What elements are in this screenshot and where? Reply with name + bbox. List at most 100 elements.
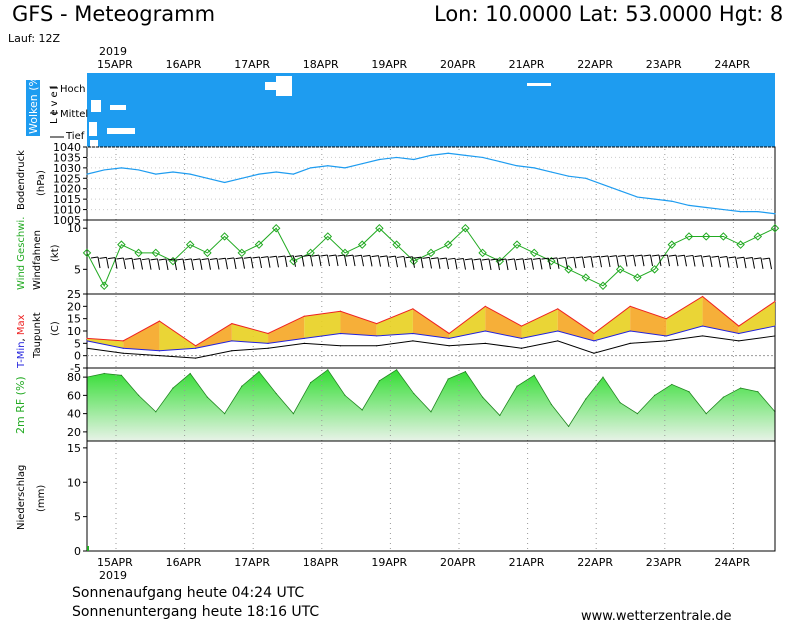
cloud-level-label: Mittel bbox=[60, 109, 88, 120]
tmax-point bbox=[557, 308, 559, 310]
temperature-range-fill bbox=[376, 308, 413, 336]
tmax-point bbox=[738, 325, 740, 327]
rh-point bbox=[688, 391, 690, 393]
rh-point bbox=[189, 372, 191, 375]
precip-axis-tick-label: 10 bbox=[67, 476, 81, 489]
wind-speed-point bbox=[598, 281, 608, 291]
wind-barb bbox=[243, 256, 252, 259]
pressure-point bbox=[155, 173, 157, 175]
cloud-level-label: Tief bbox=[65, 131, 85, 142]
wind-barb bbox=[743, 257, 747, 269]
temperature-range-fill bbox=[666, 296, 703, 336]
wind-barb bbox=[259, 256, 262, 269]
wind-barb bbox=[685, 254, 694, 257]
wind-speed-point bbox=[185, 240, 195, 249]
precip-axis-tick-label: 0 bbox=[74, 545, 81, 558]
date-label-top: 17APR bbox=[234, 58, 270, 71]
dewpoint-point bbox=[629, 342, 631, 344]
wind-barb bbox=[515, 258, 524, 261]
wind-barb bbox=[592, 255, 600, 258]
date-label-top: 18APR bbox=[303, 58, 339, 71]
wind-barb bbox=[590, 256, 594, 268]
wind-speed-point bbox=[512, 240, 522, 249]
tmax-point bbox=[303, 315, 305, 317]
wind-barb bbox=[624, 255, 628, 267]
tmax-point bbox=[231, 323, 233, 325]
cloud-panel-bg bbox=[87, 73, 775, 147]
date-label-bottom: 16APR bbox=[166, 556, 202, 569]
wind-barb bbox=[167, 258, 175, 261]
rh-point bbox=[155, 411, 157, 413]
rh-point bbox=[516, 385, 518, 387]
temperature-axis-tick-label: -5 bbox=[70, 362, 81, 375]
wind-barb bbox=[354, 254, 362, 257]
pressure-point bbox=[206, 177, 208, 179]
wind-barb bbox=[617, 254, 626, 257]
rh-point bbox=[722, 396, 725, 398]
pressure-point bbox=[138, 169, 140, 171]
wind-barb bbox=[753, 257, 762, 260]
wind-barb bbox=[175, 258, 184, 261]
wind-barb bbox=[337, 254, 345, 257]
wind-barb bbox=[549, 257, 558, 260]
wind-barb bbox=[233, 257, 237, 270]
pressure-point bbox=[568, 175, 570, 177]
pressure-point bbox=[636, 196, 639, 198]
temperature-range-fill bbox=[231, 323, 269, 344]
wind-barb bbox=[616, 255, 619, 267]
wind-barb bbox=[260, 256, 269, 259]
wind-barb bbox=[684, 255, 687, 267]
cloud-cover-block bbox=[90, 140, 98, 147]
tmax-point bbox=[339, 310, 342, 312]
date-label-bottom: 22APR bbox=[577, 556, 613, 569]
tmin-point bbox=[376, 335, 378, 337]
tmin-point bbox=[629, 330, 631, 332]
wind-speed-point bbox=[736, 240, 745, 249]
wind-speed-point bbox=[271, 223, 281, 233]
rh-point bbox=[602, 376, 604, 378]
wind-speed-point bbox=[581, 273, 591, 282]
wind-barb bbox=[310, 255, 313, 267]
wind-barb bbox=[106, 257, 109, 269]
dewpoint-point bbox=[122, 352, 124, 354]
pressure-point bbox=[172, 171, 174, 173]
sunset-text: Sonnenuntergang heute 18:16 UTC bbox=[72, 604, 320, 620]
dewpoint-point bbox=[448, 345, 450, 347]
dewpoint-point bbox=[738, 340, 740, 342]
cloud-title-bg bbox=[26, 80, 40, 136]
wind-barb bbox=[430, 257, 439, 260]
temperature-axis-tick-label: 15 bbox=[67, 313, 81, 326]
wind-barb bbox=[133, 257, 141, 260]
wind-barb bbox=[116, 257, 124, 260]
date-label-bottom: 15APR bbox=[97, 556, 133, 569]
tmin-point bbox=[231, 340, 233, 342]
wind-barb bbox=[226, 257, 235, 260]
wind-barb bbox=[157, 258, 160, 270]
wind-barb bbox=[114, 257, 118, 269]
wind-barb bbox=[439, 257, 447, 260]
tmin-point bbox=[593, 340, 595, 342]
tmin-point bbox=[448, 337, 450, 339]
tmin-point bbox=[339, 332, 342, 335]
pressure-point bbox=[310, 167, 312, 169]
wind-barb bbox=[573, 257, 577, 269]
date-label-bottom: 17APR bbox=[234, 556, 270, 569]
page-title: GFS - Meteogramm bbox=[12, 2, 216, 26]
precip-axis-unit: (mm) bbox=[36, 485, 47, 512]
wind-barb bbox=[558, 257, 566, 260]
cloud-cover-block bbox=[276, 76, 292, 96]
temperature-axis-tick-label: 10 bbox=[67, 325, 81, 338]
wind-barb bbox=[199, 258, 203, 270]
temperature-range-fill bbox=[304, 311, 341, 339]
wind-barb bbox=[379, 255, 388, 258]
precip-trace-marker bbox=[87, 546, 89, 551]
wind-barb bbox=[284, 255, 288, 268]
wind-barb bbox=[165, 258, 169, 271]
wind-barb bbox=[456, 258, 464, 261]
wind-barb bbox=[184, 258, 192, 261]
sunrise-text: Sonnenaufgang heute 04:24 UTC bbox=[72, 585, 305, 601]
tmax-point bbox=[412, 308, 414, 310]
pressure-point bbox=[120, 167, 122, 169]
wind-barb bbox=[420, 257, 424, 269]
pressure-point bbox=[396, 156, 398, 159]
